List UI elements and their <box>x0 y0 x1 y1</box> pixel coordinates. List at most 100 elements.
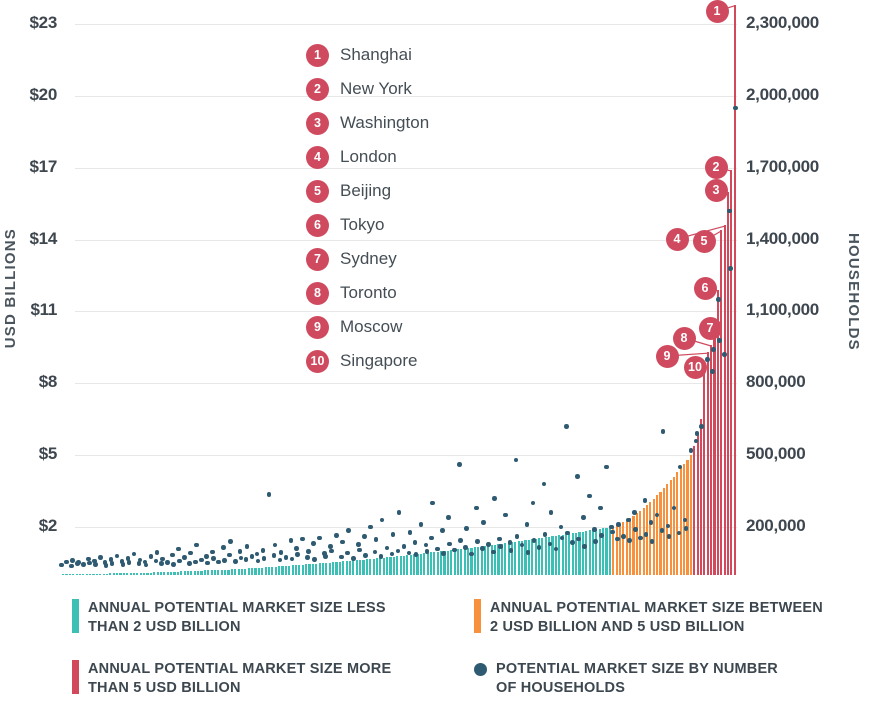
bar <box>227 569 230 575</box>
bar <box>490 545 493 575</box>
legend-label: ANNUAL POTENTIAL MARKET SIZE BETWEEN 2 US… <box>490 600 823 635</box>
bar <box>413 554 416 575</box>
rank-marker: 5 <box>692 229 716 253</box>
bar <box>240 568 244 575</box>
bar <box>251 568 254 575</box>
bar <box>524 540 527 575</box>
household-dot <box>582 544 587 550</box>
city-list-row: 9 Moscow <box>306 310 429 344</box>
bar <box>301 564 304 575</box>
household-dot <box>323 554 328 559</box>
chart-legend: ANNUAL POTENTIAL MARKET SIZE LESS THAN 2 … <box>72 599 823 698</box>
bar <box>578 532 581 575</box>
bar <box>494 544 497 575</box>
bar <box>203 570 206 575</box>
bar <box>136 572 139 575</box>
bar <box>153 572 156 575</box>
gridline <box>75 23 737 25</box>
bar <box>467 548 470 575</box>
legend-bar-swatch <box>72 599 79 633</box>
household-dot <box>660 428 666 434</box>
household-dot <box>86 556 91 562</box>
city-name-label: Washington <box>340 113 430 132</box>
household-dot <box>204 554 209 559</box>
household-dot <box>412 540 418 545</box>
household-dot <box>615 536 620 542</box>
household-dot <box>688 448 694 453</box>
bar <box>504 543 507 575</box>
household-dot <box>69 563 74 569</box>
household-dot <box>182 555 187 560</box>
bar <box>82 573 85 575</box>
bar <box>254 567 257 575</box>
bar <box>629 517 632 575</box>
usd-tick-label: $20 <box>29 84 58 104</box>
household-dot <box>722 352 727 357</box>
rank-badge: 5 <box>306 179 329 203</box>
household-dot <box>255 558 261 564</box>
household-dot <box>559 535 565 541</box>
household-dot <box>170 552 175 558</box>
usd-tick-label: $5 <box>38 444 58 464</box>
bar <box>460 548 463 575</box>
bar <box>713 337 716 575</box>
bar <box>602 528 605 575</box>
household-dot <box>126 560 132 566</box>
household-dot <box>694 431 700 436</box>
bar <box>139 572 142 575</box>
rank-badge: 8 <box>306 281 329 305</box>
bar <box>534 538 537 575</box>
bar <box>605 527 608 575</box>
bar <box>733 4 736 575</box>
household-dot <box>243 557 249 562</box>
bar <box>166 571 169 575</box>
household-dot <box>266 492 272 498</box>
bar <box>109 573 112 575</box>
household-dot <box>699 424 705 429</box>
bar <box>365 559 368 575</box>
bar <box>423 553 426 575</box>
bar <box>207 570 210 575</box>
household-dot <box>676 530 682 536</box>
household-dot <box>91 558 97 564</box>
bar <box>65 573 68 575</box>
household-dot <box>514 534 520 539</box>
household-dot <box>513 457 519 463</box>
household-dot <box>171 562 176 567</box>
household-dot <box>232 559 238 564</box>
bar <box>382 557 385 575</box>
gridline <box>75 167 737 169</box>
bar <box>183 571 186 575</box>
bar <box>699 419 703 575</box>
bar <box>102 573 105 575</box>
household-dot <box>531 537 537 543</box>
household-dot <box>648 519 654 525</box>
bar <box>348 560 352 575</box>
household-dot <box>463 545 468 550</box>
bar <box>318 563 321 575</box>
bar <box>541 537 544 575</box>
bar <box>224 569 227 575</box>
household-dot <box>312 557 317 562</box>
household-dot <box>102 560 108 565</box>
rank-badge: 4 <box>306 145 329 169</box>
bar <box>386 557 389 575</box>
bar <box>470 547 473 575</box>
bar <box>156 572 159 575</box>
bar <box>591 529 595 575</box>
bar <box>517 541 520 575</box>
household-dot <box>328 543 333 549</box>
rank-marker: 3 <box>704 178 728 202</box>
bar <box>564 534 568 575</box>
household-dot <box>379 517 385 523</box>
household-dot <box>367 524 373 530</box>
household-dot <box>632 527 638 532</box>
household-dot <box>272 542 278 548</box>
household-dot <box>627 537 632 543</box>
household-dot <box>418 522 424 527</box>
household-dot <box>401 544 407 550</box>
gridline <box>75 527 737 529</box>
bar <box>359 559 362 575</box>
household-dot <box>710 369 715 374</box>
